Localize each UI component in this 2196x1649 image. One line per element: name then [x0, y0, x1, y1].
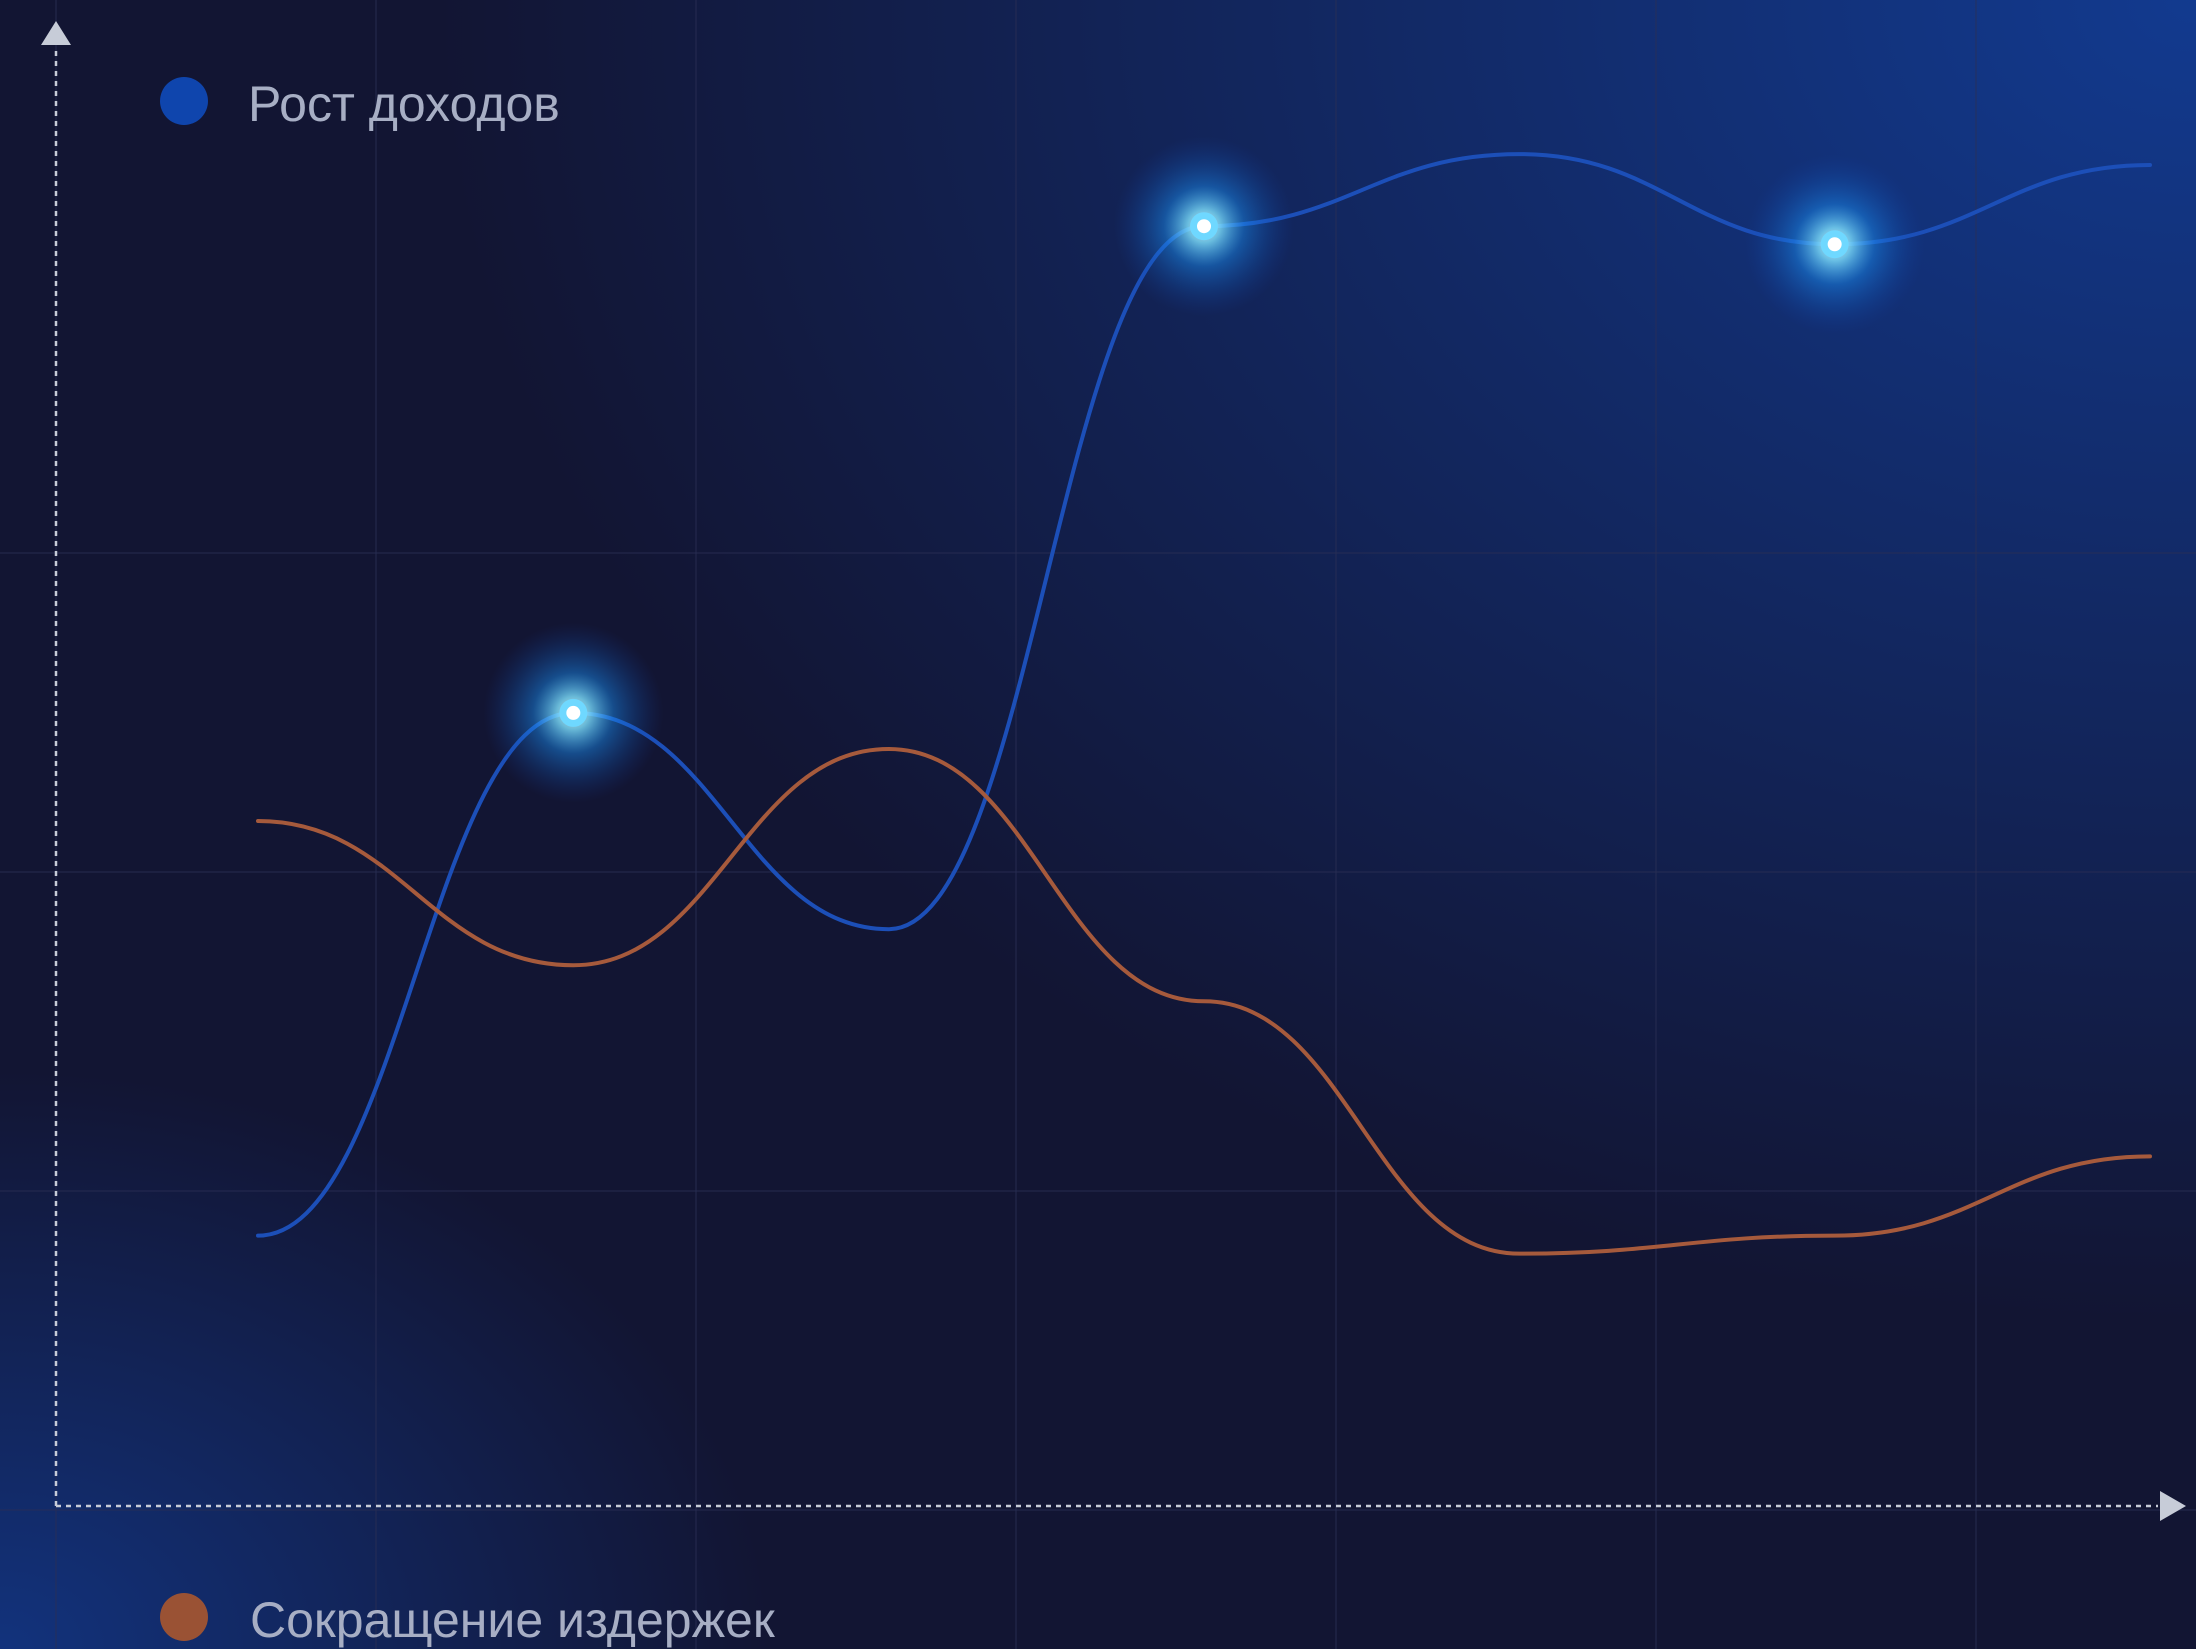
data-point-revenue-5: [1744, 154, 1925, 335]
data-point-revenue-3: [1114, 136, 1294, 317]
y-axis-arrow: [41, 21, 71, 45]
legend-revenue-label: Рост доходов: [248, 76, 560, 132]
legend-revenue-marker: [160, 77, 208, 125]
legend-revenue: Рост доходов: [160, 76, 560, 132]
data-point-revenue-1: [483, 622, 664, 803]
legend-costs-label: Сокращение издержек: [250, 1592, 776, 1648]
legend-costs-marker: [160, 1593, 208, 1641]
series-line-costs: [256, 746, 2152, 1256]
highlight-points: [483, 136, 1925, 803]
legend-costs: Сокращение издержек: [160, 1592, 776, 1648]
axes: [41, 21, 2186, 1521]
x-axis-arrow: [2160, 1491, 2186, 1521]
